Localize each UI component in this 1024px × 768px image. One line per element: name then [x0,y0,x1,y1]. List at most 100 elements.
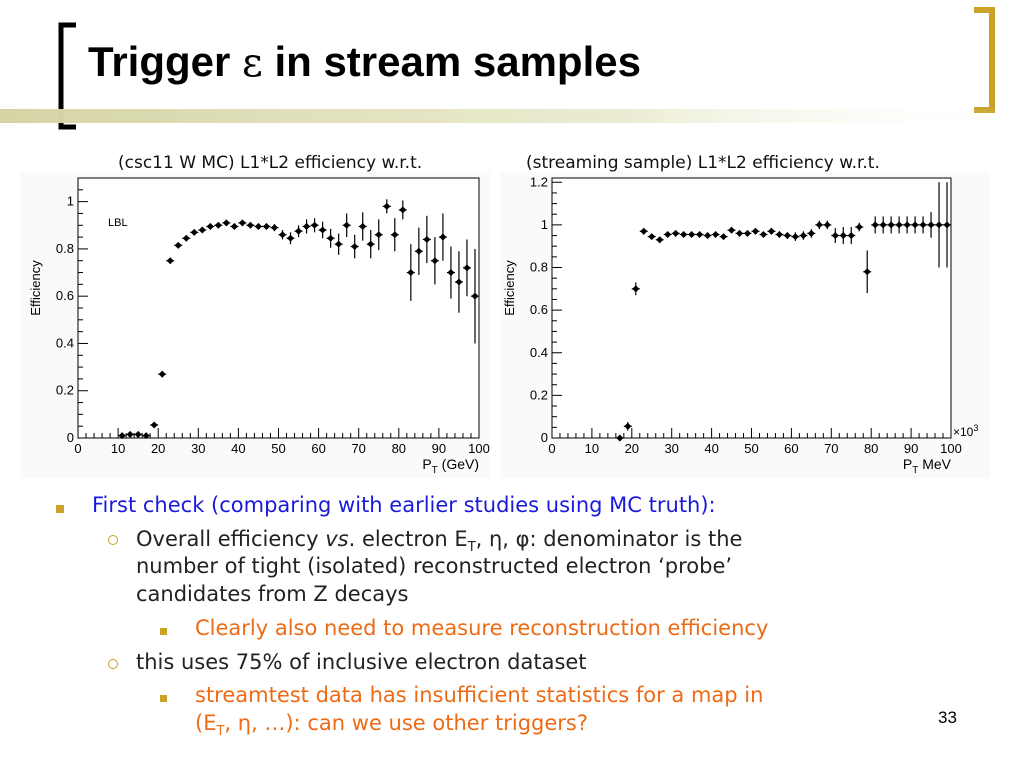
bullet-overall-efficiency-line3: candidates from Z decays [136,582,409,606]
bullet-circle-icon [108,535,118,545]
data-point [704,232,712,240]
y-tick-label: 1.2 [530,174,548,189]
bullet-square-icon [56,505,64,513]
x-tick-label: 70 [824,441,838,456]
data-point [391,231,399,239]
data-point [230,222,238,230]
data-point [471,292,479,300]
data-point [126,430,134,438]
data-point [672,229,680,237]
data-point [214,221,222,229]
y-tick-label: 0.6 [56,288,74,303]
x-tick-label: 40 [231,441,245,456]
bullet-square-icon [160,628,167,635]
data-point [431,257,439,265]
data-point [895,221,903,229]
x-tick-label: 80 [864,441,878,456]
y-tick-label: 0.8 [530,260,548,275]
data-point [190,228,198,236]
data-point [648,233,656,241]
right-chart-caption: (streaming sample) L1*L2 efficiency w.r.… [526,153,880,173]
data-point [295,227,303,235]
data-point [262,222,271,230]
y-tick-label: 1 [541,217,548,232]
data-point [463,264,471,272]
bullet-streamtest-line2: (ET, η, …): can we use other triggers? [195,711,589,740]
data-point [823,221,831,229]
y-tick-label: 0 [67,430,74,445]
data-point [142,432,150,440]
x-axis-multiplier: ×103 [953,423,978,439]
x-tick-label: 40 [704,441,718,456]
x-tick-label: 60 [784,441,798,456]
data-point [359,222,367,230]
title-underline-band [0,109,1024,123]
x-tick-label: 30 [191,441,205,456]
data-point [351,243,359,251]
data-point [182,234,190,242]
x-tick-label: 100 [468,441,490,456]
right-bracket-icon [974,7,995,113]
y-axis-label: Efficiency [502,260,517,316]
data-point [335,240,343,248]
data-point [383,202,391,210]
data-point [447,269,455,277]
x-tick-label: 30 [664,441,678,456]
data-point [943,221,951,229]
data-point [166,257,174,265]
x-tick-label: 90 [904,441,918,456]
data-point [343,221,351,229]
y-tick-label: 0.2 [530,387,548,402]
data-point [206,222,214,230]
x-tick-label: 100 [940,441,962,456]
data-point [624,422,632,430]
x-tick-label: 10 [111,441,125,456]
data-point [286,234,295,242]
data-point [847,232,855,240]
x-tick-label: 60 [311,441,325,456]
data-point [158,370,166,378]
bullet-overall-efficiency: Overall efficiency vs. electron ET, η, φ… [136,527,743,556]
data-point [118,432,126,440]
bullet-reco-efficiency: Clearly also need to measure reconstruct… [195,616,769,640]
y-tick-label: 0.4 [56,335,74,350]
bullet-square-icon [160,695,167,702]
data-point [871,221,879,229]
data-point [246,221,254,229]
data-point [455,278,463,286]
data-point [367,240,375,248]
y-tick-label: 0 [541,430,548,445]
x-tick-label: 20 [151,441,165,456]
x-axis-label: PT (GeV) [422,456,479,476]
y-tick-label: 1 [67,194,74,209]
y-tick-label: 0.8 [56,241,74,256]
data-point [423,235,431,243]
x-tick-label: 50 [271,441,285,456]
chart-annotation: LBL [108,217,128,229]
x-tick-label: 0 [74,441,81,456]
data-point [919,221,927,229]
data-point [375,231,383,239]
data-point [415,247,423,255]
bullet-circle-icon [108,659,118,669]
data-point [319,226,327,234]
x-axis-label: PT MeV [903,456,952,476]
y-tick-label: 0.6 [530,302,548,317]
x-tick-label: 0 [548,441,555,456]
data-point [399,206,407,214]
data-point [903,221,911,229]
x-tick-label: 70 [351,441,365,456]
right-efficiency-chart: 0 10 20 30 40 50 60 70 80 90 100 0 0.2 0.4 0.6 0.8 1 1.2 E… [500,172,990,478]
bullet-first-check: First check (comparing with earlier stud… [92,493,716,517]
y-tick-label: 0.2 [56,383,74,398]
x-tick-label: 10 [585,441,599,456]
page-number: 33 [938,708,957,727]
data-point [767,227,775,235]
left-bracket-icon [58,22,76,130]
data-point [616,434,624,442]
data-point [198,226,206,234]
bullet-overall-efficiency-line2: number of tight (isolated) reconstructed… [136,554,733,578]
left-chart-caption: (csc11 W MC) L1*L2 efficiency w.r.t. [118,153,423,173]
data-point [775,230,783,239]
data-point [238,219,246,227]
